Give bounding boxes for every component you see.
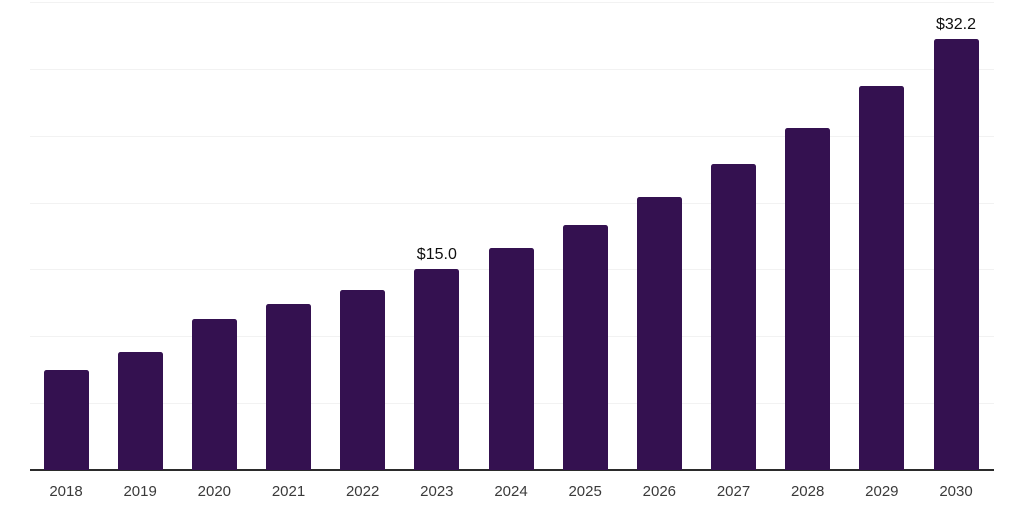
x-tick-label-2020: 2020 [197,483,232,500]
value-label-2030: $32.2 [935,16,977,34]
plot-area: $15.0 $32.2 [30,0,994,471]
x-tick-label-2018: 2018 [49,483,83,500]
gridline-30 [30,68,994,70]
x-tick-label-2029: 2029 [865,483,899,500]
bar-2021 [266,304,311,470]
x-tick-label-2027: 2027 [716,483,751,500]
bar-2023 [414,269,460,470]
gridline-35 [30,2,994,3]
bar-2025 [562,225,608,470]
x-tick-label-2023: 2023 [420,483,454,500]
bar-2020 [191,318,237,470]
bar-2028 [785,127,831,470]
gridline-25 [30,135,994,137]
x-axis-line [30,469,994,471]
x-tick-label-2019: 2019 [123,483,157,500]
x-tick-label-2026: 2026 [642,483,677,500]
bar-2018 [43,369,89,470]
gridline-20 [30,202,994,204]
x-tick-label-2028: 2028 [790,483,825,500]
x-tick-label-2025: 2025 [568,483,602,500]
bar-2029 [859,86,905,470]
bar-2030 [933,39,979,470]
x-tick-label-2021: 2021 [271,483,306,500]
bar-2022 [340,289,386,470]
bar-2024 [488,248,534,470]
x-tick-label-2024: 2024 [494,483,528,500]
x-tick-label-2022: 2022 [345,483,380,500]
x-tick-label-2030: 2030 [939,483,973,500]
bar-2027 [711,163,756,470]
value-label-2023: $15.0 [416,246,457,264]
bar-2019 [117,352,163,470]
bar-2026 [636,197,682,470]
